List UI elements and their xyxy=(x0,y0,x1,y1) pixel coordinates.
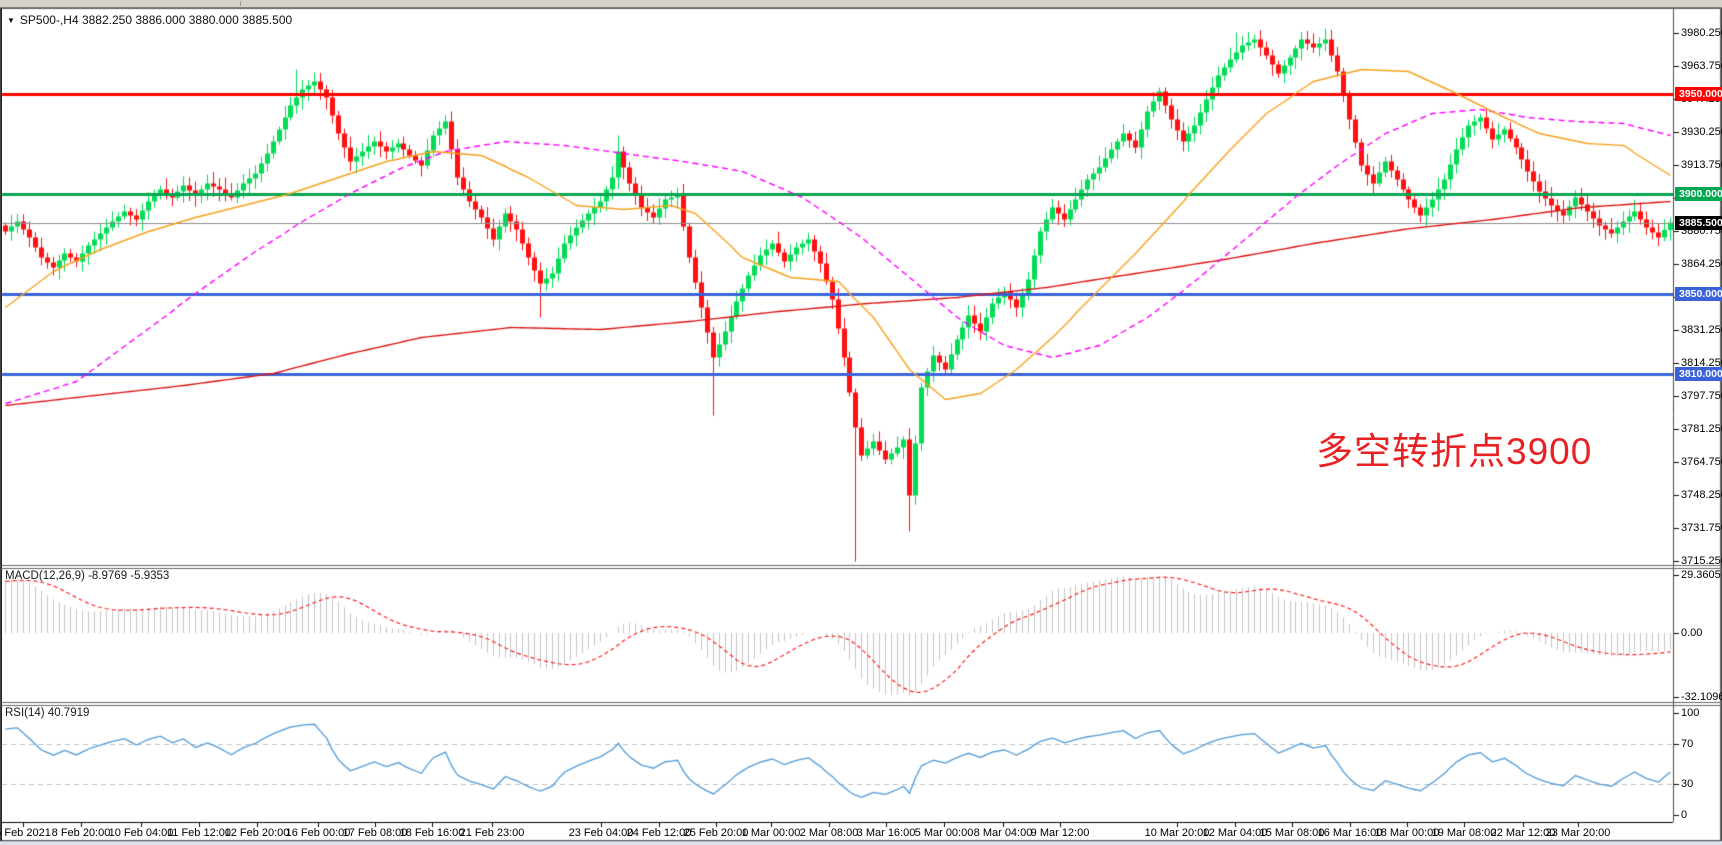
bottom-status-strip xyxy=(0,841,1722,845)
